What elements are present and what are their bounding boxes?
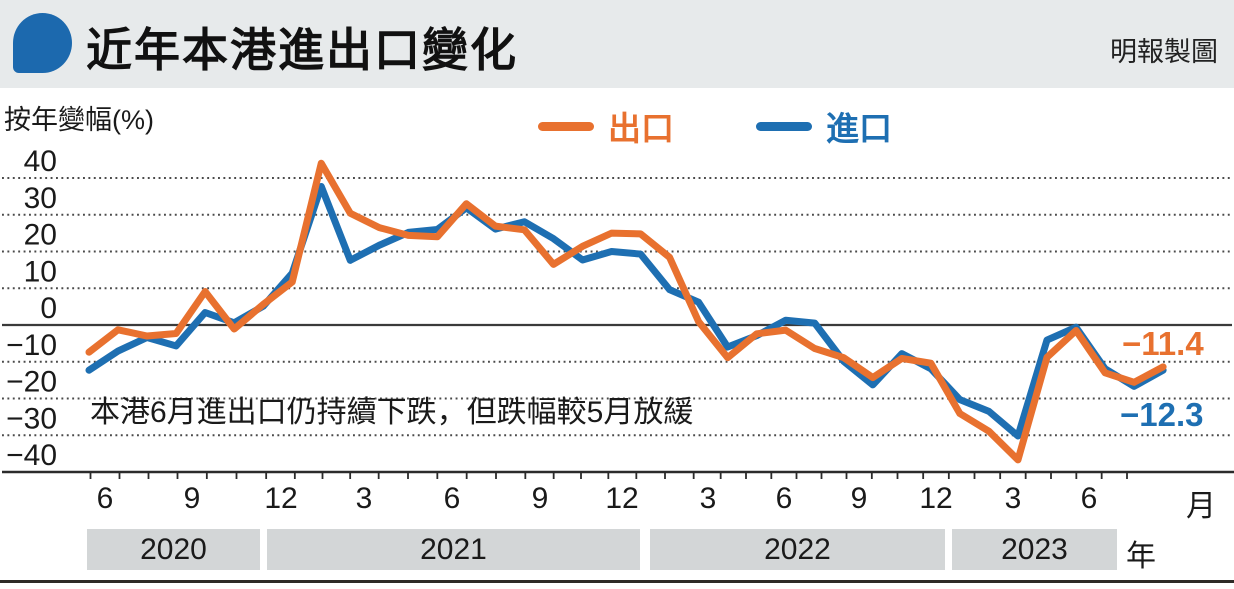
import-legend-label: 進口	[826, 110, 892, 147]
y-tick-label: −10	[6, 329, 57, 362]
year-band-label: 2020	[140, 533, 207, 566]
year-band-label: 2021	[420, 533, 487, 566]
y-tick-label: −40	[6, 439, 57, 472]
x-tick-label: 3	[1005, 482, 1022, 515]
header-band: 近年本港進出口變化 明報製圖	[0, 0, 1234, 88]
year-unit-label: 年	[1126, 540, 1156, 573]
legend-item-export: 出口	[538, 102, 674, 150]
year-band	[650, 529, 945, 570]
x-tick-label: 3	[356, 482, 373, 515]
y-tick-label: −20	[6, 366, 57, 399]
y-tick-label: 0	[40, 292, 57, 325]
x-tick-label: 12	[919, 482, 952, 515]
x-tick-label: 9	[184, 482, 201, 515]
x-tick-label: 12	[264, 482, 297, 515]
export-end-value-label: −11.4	[1122, 325, 1204, 362]
legend: 出口 進口	[538, 102, 892, 150]
x-tick-label: 6	[444, 482, 461, 515]
y-tick-label: 10	[24, 255, 57, 288]
year-band	[952, 529, 1117, 570]
y-tick-label: −30	[6, 402, 57, 435]
x-tick-label: 6	[97, 482, 114, 515]
export-line-swatch	[538, 121, 594, 131]
legend-item-import: 進口	[756, 102, 892, 150]
import-line-swatch	[756, 121, 812, 131]
x-tick-label: 9	[532, 482, 549, 515]
chart-annotation: 本港6月進出口仍持續下跌，但跌幅較5月放緩	[90, 396, 694, 429]
x-tick-label: 6	[1081, 482, 1098, 515]
year-band	[87, 529, 260, 570]
credit-label: 明報製圖	[1110, 37, 1218, 67]
y-tick-label: 40	[24, 145, 57, 178]
x-tick-label: 9	[851, 482, 868, 515]
year-band-label: 2023	[1001, 533, 1068, 566]
export-line	[85, 159, 1167, 464]
x-tick-label: 3	[700, 482, 717, 515]
year-band	[267, 529, 640, 570]
x-tick-label: 6	[776, 482, 793, 515]
page-title: 近年本港進出口變化	[86, 25, 518, 76]
y-tick-label: 20	[24, 219, 57, 252]
y-axis-label: 按年變幅(%)	[4, 105, 154, 135]
export-legend-label: 出口	[608, 110, 674, 147]
y-tick-label: 30	[24, 182, 57, 215]
import-end-value-label: −12.3	[1120, 396, 1204, 433]
speech-bubble-icon	[13, 13, 72, 73]
year-band-label: 2022	[764, 533, 831, 566]
bottom-rule	[0, 580, 1234, 583]
month-unit-label: 月	[1186, 490, 1216, 523]
x-tick-label: 12	[605, 482, 638, 515]
